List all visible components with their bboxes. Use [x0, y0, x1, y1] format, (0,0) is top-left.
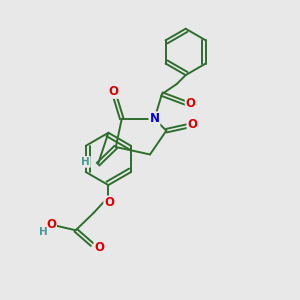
Text: O: O [94, 241, 104, 254]
Text: O: O [109, 85, 119, 98]
Text: O: O [104, 196, 114, 209]
Text: H: H [39, 227, 47, 237]
Text: O: O [188, 118, 197, 130]
Text: O: O [186, 97, 196, 110]
Text: O: O [46, 218, 56, 231]
Text: N: N [149, 112, 160, 125]
Text: H: H [81, 157, 90, 167]
